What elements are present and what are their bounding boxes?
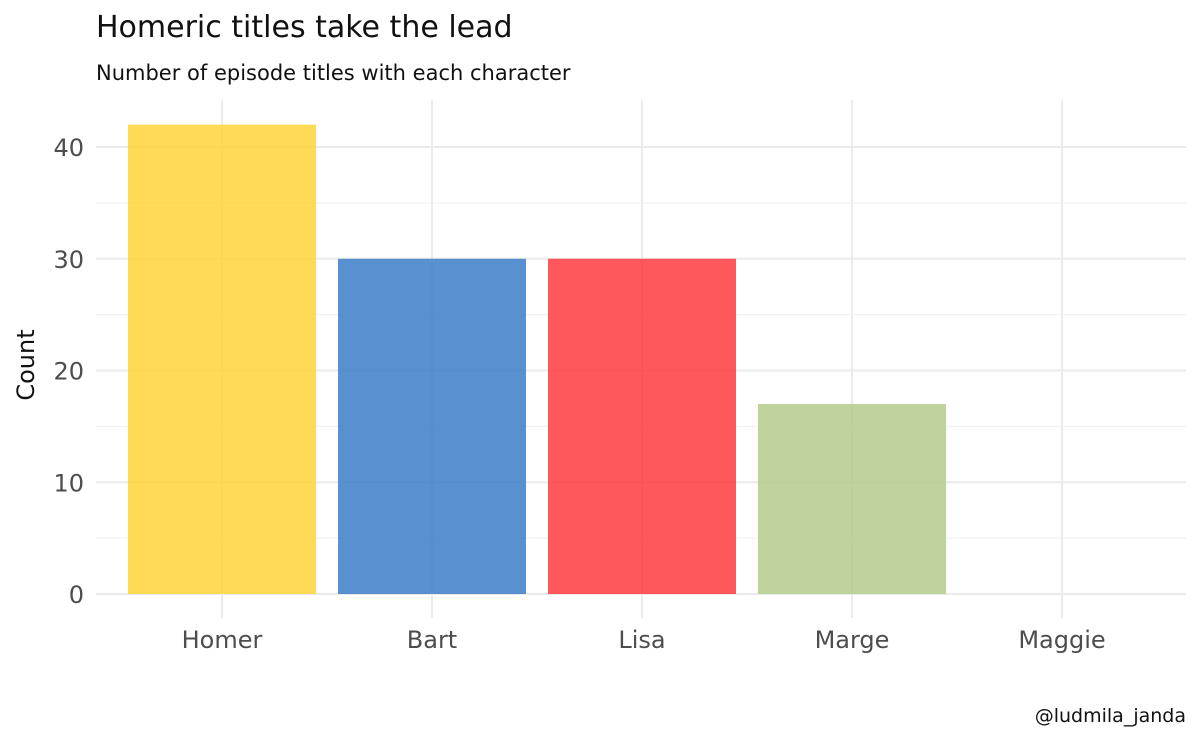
bars [128, 124, 946, 595]
chart-caption: @ludmila_janda [1035, 705, 1186, 727]
bar-homer [128, 124, 316, 595]
y-tick-label: 40 [53, 134, 84, 162]
y-tick-label: 0 [69, 581, 84, 609]
y-tick-label: 10 [53, 469, 84, 497]
chart-subtitle: Number of episode titles with each chara… [96, 61, 571, 85]
y-tick-label: 20 [53, 358, 84, 386]
y-tick-label: 30 [53, 246, 84, 274]
bar-marge [758, 404, 946, 594]
x-tick-label: Maggie [1018, 626, 1105, 654]
x-axis-ticks: Homer Bart Lisa Marge Maggie [182, 626, 1106, 654]
x-tick-label: Homer [182, 626, 263, 654]
bar-bart [338, 258, 526, 594]
x-tick-label: Lisa [618, 626, 665, 654]
x-tick-label: Marge [815, 626, 890, 654]
chart-title: Homeric titles take the lead [96, 10, 513, 45]
y-axis-label: Count [12, 329, 40, 400]
x-tick-label: Bart [407, 626, 457, 654]
y-axis-ticks: 0 10 20 30 40 [53, 134, 84, 609]
bar-lisa [548, 258, 736, 594]
